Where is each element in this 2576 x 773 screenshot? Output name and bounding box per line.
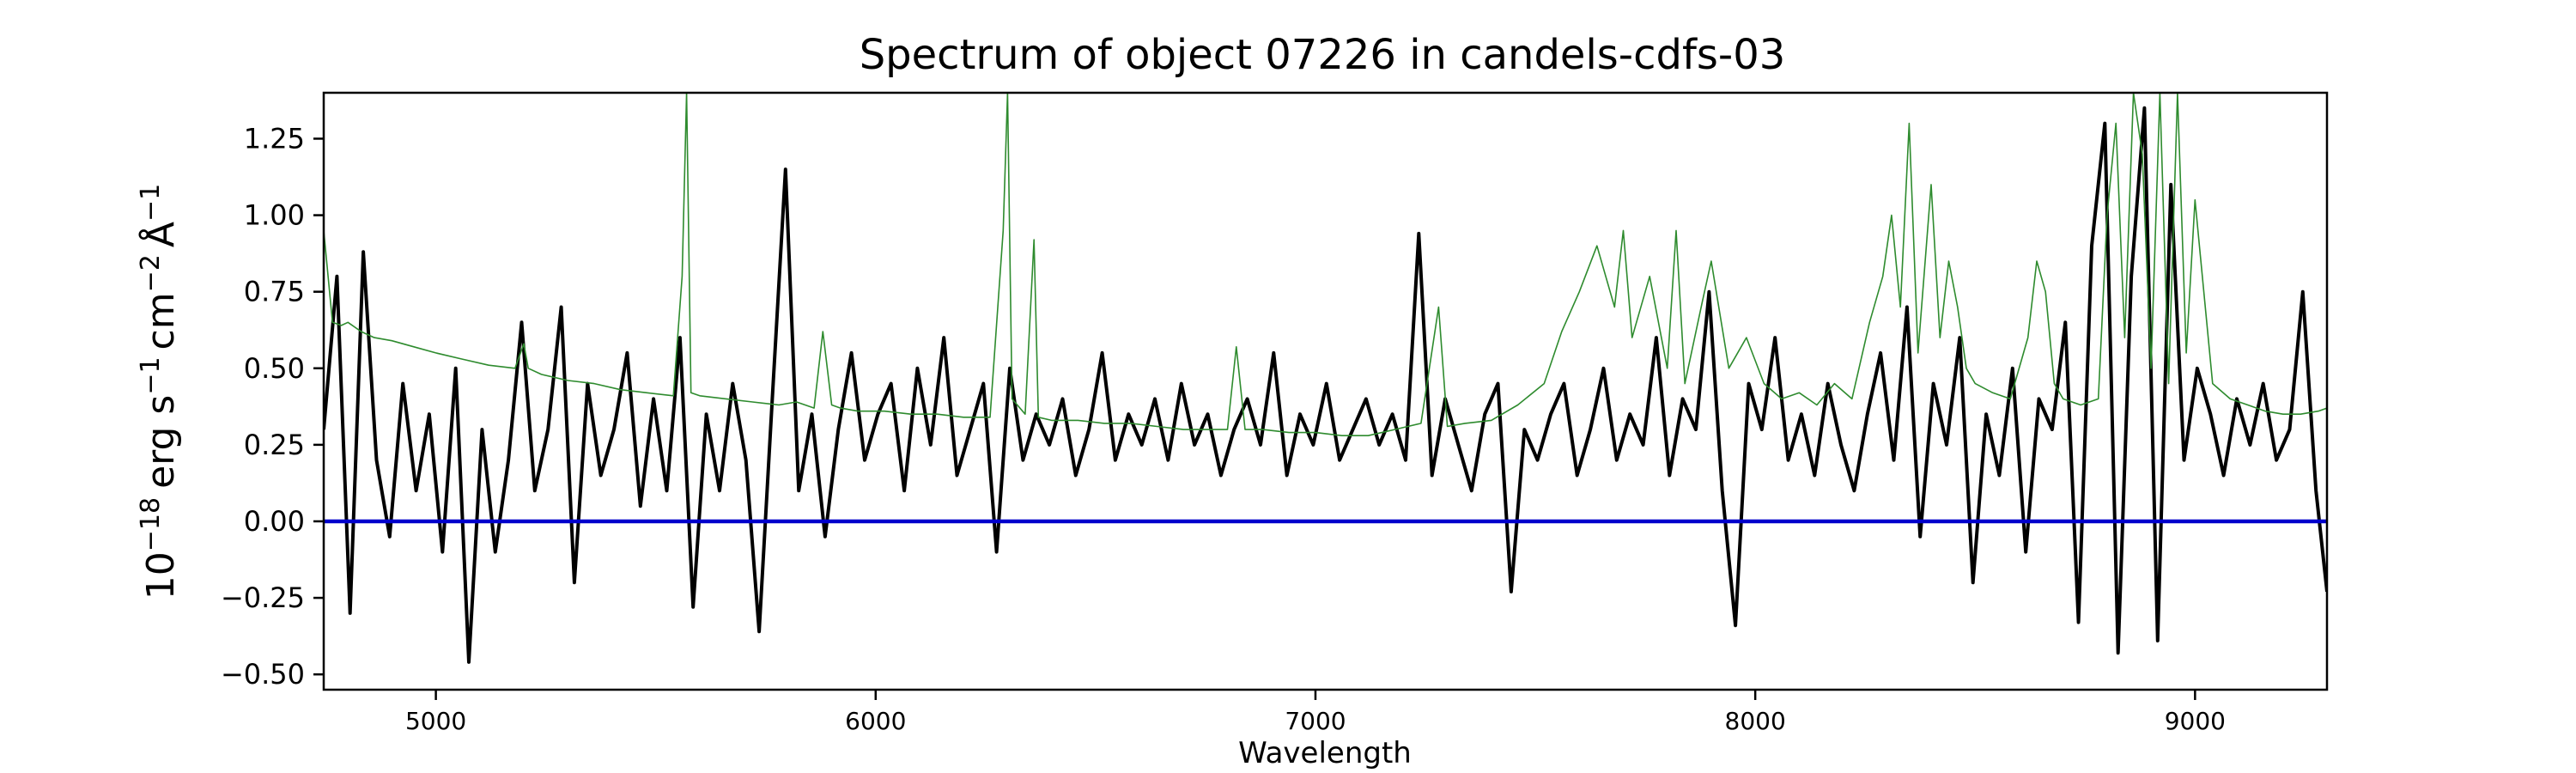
x-tick-label: 8000 [1725,707,1786,735]
y-label-unit3: Å [137,222,183,247]
plot-frame [322,91,2329,691]
series-layer [324,93,2327,664]
x-axis-label: Wavelength [1238,736,1412,770]
y-tick-label: −0.50 [221,658,305,691]
y-tick-label: 1.00 [244,199,305,232]
y-axis: −0.50 −0.25 0.00 0.25 0.50 0.75 1.00 1.25 [221,122,324,691]
y-label-unit1-exp: −1 [136,356,166,394]
y-label-base: 10 [139,551,183,600]
series-line-model [324,93,2327,437]
y-label-unit1: erg s [139,395,183,489]
x-tick-label: 6000 [845,707,906,735]
y-axis-label: 10−18erg s−1cm−2Å−1 [136,184,184,600]
y-label-unit2: cm [139,292,183,350]
chart-title: Spectrum of object 07226 in candels-cdfs… [860,31,1786,79]
series-line-flux [324,106,2327,664]
x-axis: 5000 6000 7000 8000 9000 [405,690,2226,735]
y-tick-label: 0.25 [244,429,305,461]
x-tick-label: 9000 [2165,707,2226,735]
y-tick-label: −0.25 [221,581,305,614]
y-tick-label: 0.50 [244,352,305,385]
x-tick-label: 5000 [405,707,466,735]
y-tick-label: 0.75 [244,276,305,308]
x-tick-label: 7000 [1285,707,1346,735]
y-label-base-exp: −18 [136,497,166,551]
y-label-unit3-exp: −1 [136,184,166,222]
y-tick-label: 0.00 [244,505,305,538]
y-label-unit2-exp: −2 [136,254,166,292]
y-tick-label: 1.25 [244,122,305,155]
plot-area [322,91,2329,691]
